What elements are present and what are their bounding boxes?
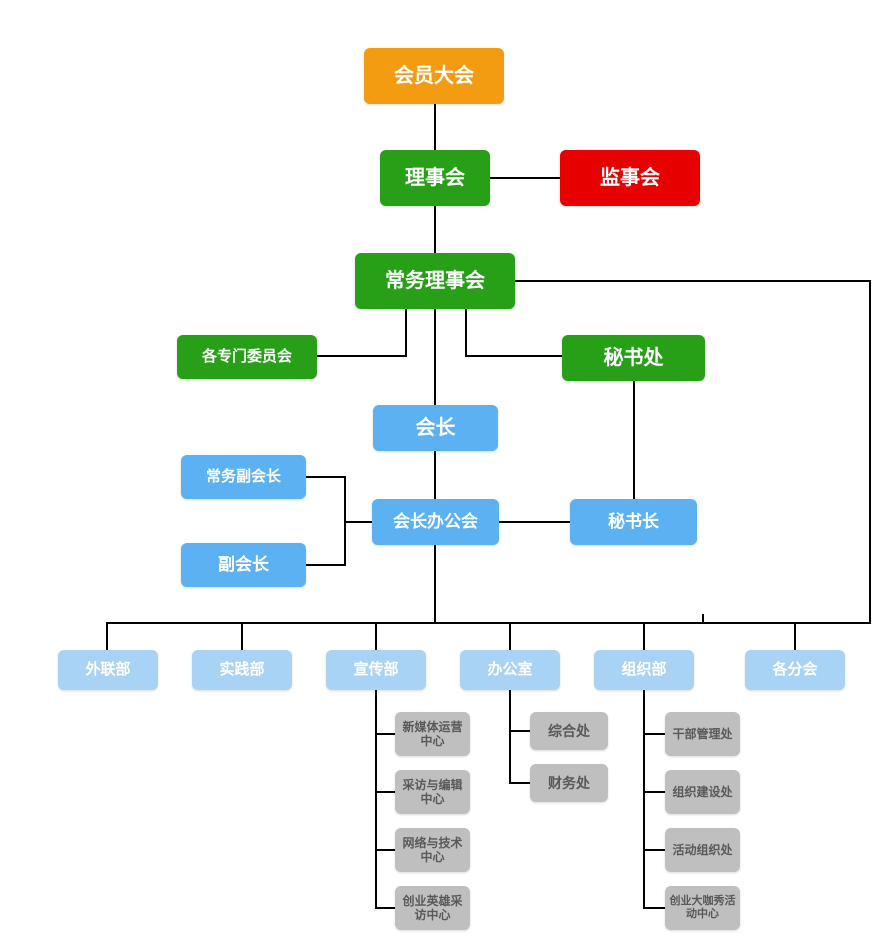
- edge: [509, 622, 511, 650]
- edge: [643, 791, 665, 793]
- node-org-show: 创业大咖秀活动中心: [665, 886, 740, 930]
- node-council: 理事会: [380, 150, 490, 206]
- edge: [643, 622, 645, 650]
- edge: [375, 907, 395, 909]
- edge: [375, 690, 377, 908]
- node-members-assembly: 会员大会: [364, 48, 504, 104]
- node-office-general: 综合处: [530, 712, 608, 750]
- node-secretary-general: 秘书长: [570, 499, 697, 545]
- edge: [434, 451, 436, 499]
- edge: [869, 280, 871, 624]
- node-pub-network: 网络与技术中心: [395, 828, 470, 872]
- node-standing-council: 常务理事会: [355, 253, 515, 309]
- edge: [643, 849, 665, 851]
- edge: [490, 177, 560, 179]
- edge: [344, 521, 374, 523]
- node-president: 会长: [373, 405, 498, 451]
- edge: [405, 309, 407, 357]
- edge: [643, 733, 665, 735]
- edge: [509, 782, 530, 784]
- edge: [306, 476, 346, 478]
- edge: [509, 690, 511, 784]
- edge: [643, 907, 665, 909]
- edge: [375, 622, 377, 650]
- node-pub-interview: 采访与编辑中心: [395, 770, 470, 814]
- edge: [794, 622, 796, 650]
- node-committees: 各专门委员会: [177, 335, 317, 379]
- edge: [643, 690, 645, 908]
- edge: [702, 622, 871, 624]
- edge: [434, 309, 436, 405]
- node-dept-external: 外联部: [58, 650, 158, 690]
- edge: [241, 622, 243, 650]
- edge: [106, 622, 108, 650]
- node-dept-practice: 实践部: [192, 650, 292, 690]
- edge: [375, 733, 395, 735]
- edge: [499, 521, 571, 523]
- node-pub-hero: 创业英雄采访中心: [395, 886, 470, 930]
- edge: [515, 280, 871, 282]
- edge: [633, 381, 635, 499]
- edge: [306, 564, 346, 566]
- edge: [106, 622, 702, 624]
- node-secretariat: 秘书处: [562, 335, 705, 381]
- edge: [509, 730, 530, 732]
- node-org-build: 组织建设处: [665, 770, 740, 814]
- edge: [434, 206, 436, 253]
- node-supervisory-board: 监事会: [560, 150, 700, 206]
- node-org-cadre: 干部管理处: [665, 712, 740, 756]
- edge: [375, 849, 395, 851]
- node-standing-vp: 常务副会长: [181, 455, 306, 499]
- node-office-finance: 财务处: [530, 764, 608, 802]
- node-org-activity: 活动组织处: [665, 828, 740, 872]
- edge: [434, 545, 436, 623]
- node-pub-newmedia: 新媒体运营中心: [395, 712, 470, 756]
- edge: [434, 104, 436, 150]
- edge: [375, 791, 395, 793]
- node-dept-org: 组织部: [594, 650, 694, 690]
- node-branches: 各分会: [745, 650, 845, 690]
- node-president-office: 会长办公会: [372, 499, 499, 545]
- edge: [465, 309, 467, 357]
- node-dept-office: 办公室: [460, 650, 560, 690]
- node-vp: 副会长: [181, 543, 306, 587]
- node-dept-publicity: 宣传部: [326, 650, 426, 690]
